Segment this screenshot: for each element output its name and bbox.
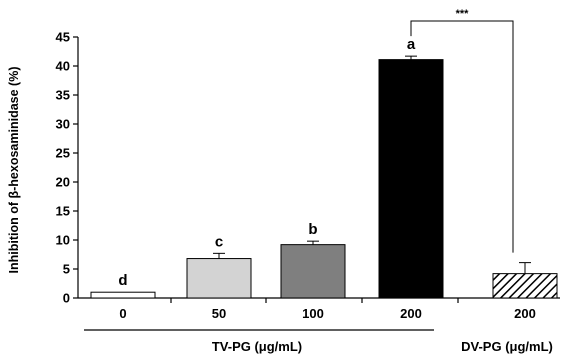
bar xyxy=(186,258,252,299)
y-axis-label: Inhibition of β-hexosaminidase (%) xyxy=(7,67,21,274)
y-tick-label: 15 xyxy=(56,204,70,219)
significance-stars: *** xyxy=(456,8,470,20)
x-category-label: 100 xyxy=(302,306,324,321)
significance-letter: a xyxy=(407,36,416,53)
significance-letter: d xyxy=(118,272,127,289)
y-tick-label: 20 xyxy=(56,175,70,190)
x-category-label: 0 xyxy=(119,306,126,321)
y-tick-label: 30 xyxy=(56,117,70,132)
x-category-label: 200 xyxy=(400,306,422,321)
bar xyxy=(492,273,558,299)
axes: 0 5 10 15 20 25 30 35 40 45 0 50 100 200 200 TV-PG (μg/… xyxy=(56,30,560,354)
significance-letter: b xyxy=(308,221,317,238)
y-tick-label: 10 xyxy=(56,233,70,248)
y-tick-label: 0 xyxy=(63,291,70,306)
bar xyxy=(280,244,346,299)
group-label-tv-pg: TV-PG (μg/mL) xyxy=(212,339,302,354)
bar xyxy=(90,291,156,299)
annotations: d c b a *** xyxy=(118,8,514,289)
y-tick-label: 40 xyxy=(56,59,70,74)
y-tick-label: 35 xyxy=(56,88,70,103)
y-tick-label: 25 xyxy=(56,146,70,161)
group-label-dv-pg: DV-PG (μg/mL) xyxy=(461,339,553,354)
significance-letter: c xyxy=(215,233,223,250)
x-category-label: 200 xyxy=(514,306,536,321)
bars xyxy=(90,55,558,299)
y-tick-label: 5 xyxy=(63,262,70,277)
bar xyxy=(378,59,444,299)
comparison-bracket xyxy=(410,20,514,253)
y-tick-label: 45 xyxy=(56,30,70,45)
x-category-label: 50 xyxy=(212,306,226,321)
